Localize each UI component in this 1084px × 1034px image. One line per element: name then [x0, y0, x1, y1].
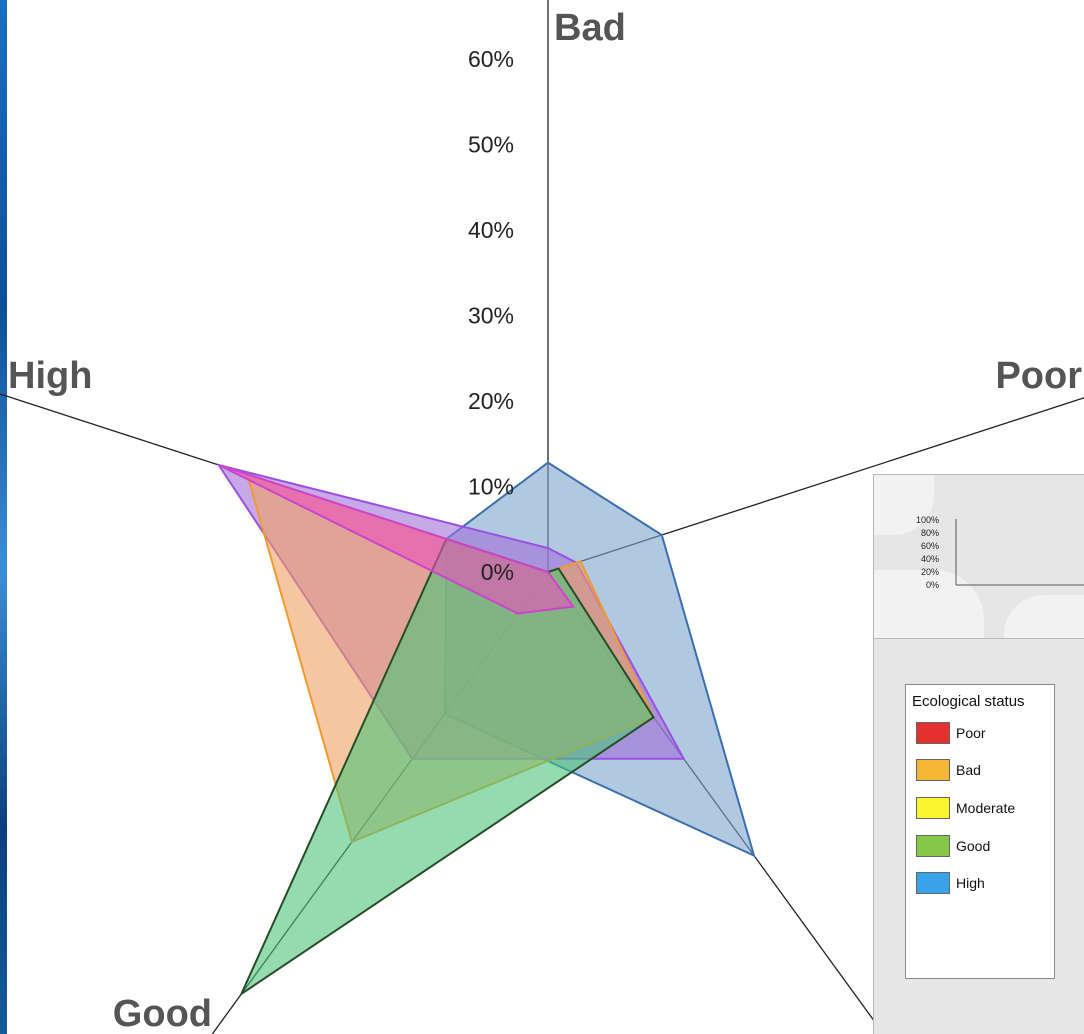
radial-tick-label: 60% [468, 46, 514, 72]
map-land [874, 570, 984, 638]
legend-label: High [956, 875, 985, 891]
inset-tick-label: 40% [920, 554, 939, 564]
axis-label-poor: Poor [995, 355, 1082, 397]
legend-title: Ecological status [912, 693, 1025, 710]
radar-series [216, 461, 756, 997]
radial-tick-label: 30% [468, 303, 514, 329]
radial-tick-label: 20% [468, 388, 514, 414]
legend-label: Bad [956, 762, 981, 778]
legend-swatch [916, 835, 950, 857]
decorative-edge-strip [0, 0, 7, 1034]
radial-tick-label: 0% [481, 559, 514, 585]
inset-map-image: 100% 80% 60% 40% 20% 0% [873, 474, 1084, 639]
ecological-status-legend: Ecological status Poor Bad Moderate Good… [905, 684, 1055, 979]
legend-swatch [916, 722, 950, 744]
legend-swatch [916, 759, 950, 781]
axis-label-high: High [8, 355, 92, 397]
radial-tick-label: 50% [468, 132, 514, 158]
inset-tick-label: 100% [915, 515, 939, 525]
axis-label-bad: Bad [554, 7, 626, 49]
radial-tick-label: 10% [468, 474, 514, 500]
legend-label: Poor [956, 725, 986, 741]
series-polygon-5 [218, 464, 575, 615]
legend-label: Moderate [956, 800, 1016, 816]
radar-tick-labels: 0% 10% 20% 30% 40% 50% 60% [468, 46, 514, 585]
legend-swatch [916, 872, 950, 894]
inset-legend-area: Ecological status Poor Bad Moderate Good… [873, 639, 1084, 1034]
legend-swatch [916, 797, 950, 819]
legend-label: Good [956, 838, 991, 854]
inset-tick-label: 60% [920, 541, 939, 551]
inset-mini-chart: 100% 80% 60% 40% 20% 0% [914, 515, 1084, 605]
inset-tick-label: 20% [920, 567, 939, 577]
inset-tick-label: 0% [925, 580, 939, 590]
inset-tick-label: 80% [920, 528, 939, 538]
axis-label-good: Good [113, 993, 212, 1034]
radial-tick-label: 40% [468, 217, 514, 243]
